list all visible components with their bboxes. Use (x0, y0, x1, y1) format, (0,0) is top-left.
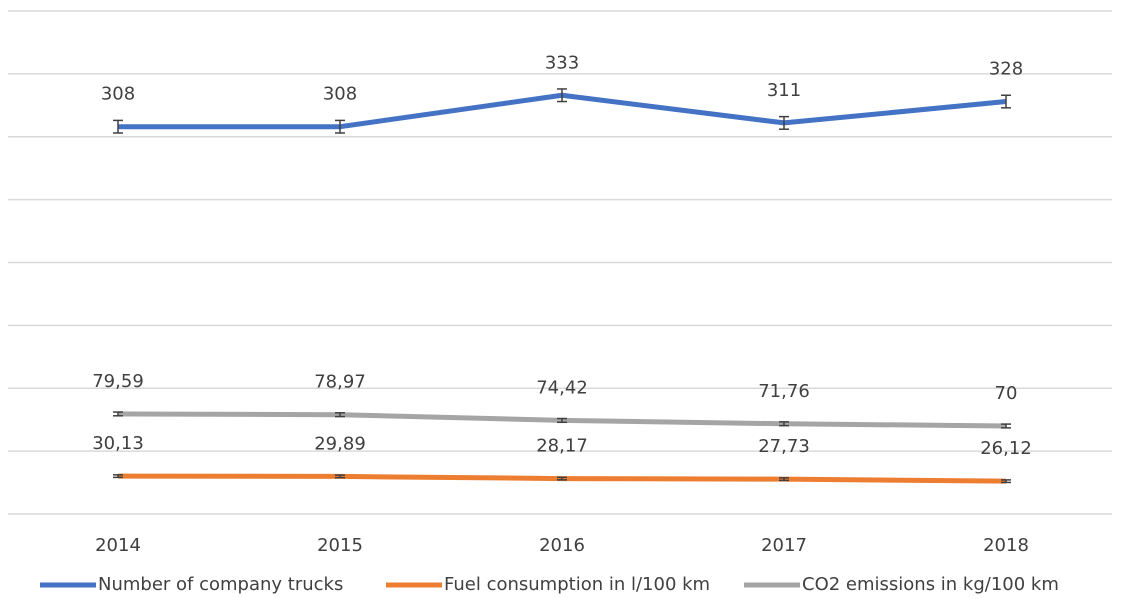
x-tick-label: 2015 (317, 535, 363, 556)
error-bar (335, 412, 345, 418)
x-tick-label: 2014 (95, 535, 141, 556)
data-label: 26,12 (980, 438, 1032, 459)
data-label: 71,76 (758, 381, 810, 402)
error-bar (557, 417, 567, 424)
x-tick-label: 2018 (983, 535, 1029, 556)
error-bar (1001, 423, 1011, 429)
error-bar (1001, 479, 1011, 484)
error-bar (335, 474, 345, 479)
data-label: 29,89 (314, 433, 366, 454)
data-label: 308 (101, 84, 135, 105)
data-label: 78,97 (314, 372, 366, 393)
data-label: 28,17 (536, 436, 588, 457)
data-label: 74,42 (536, 377, 588, 398)
error-bar (779, 421, 789, 427)
data-label: 70 (995, 383, 1018, 404)
legend-label: Number of company trucks (98, 574, 343, 595)
x-tick-label: 2017 (761, 535, 807, 556)
error-bar (557, 88, 567, 103)
error-bar (1001, 94, 1011, 109)
error-bar (557, 476, 567, 481)
data-label: 311 (767, 80, 801, 101)
error-bar (779, 115, 789, 130)
data-label: 333 (545, 52, 579, 73)
error-bar (113, 411, 123, 417)
data-label: 79,59 (92, 371, 144, 392)
data-label: 328 (989, 59, 1023, 80)
error-bar (113, 474, 123, 479)
error-bar (779, 477, 789, 482)
legend-label: Fuel consumption in l/100 km (444, 574, 710, 595)
x-tick-label: 2016 (539, 535, 585, 556)
data-label: 308 (323, 84, 357, 105)
data-label: 27,73 (758, 436, 810, 457)
error-bar (113, 119, 123, 134)
data-label: 30,13 (92, 433, 144, 454)
error-bar (335, 119, 345, 134)
legend-label: CO2 emissions in kg/100 km (802, 574, 1059, 595)
